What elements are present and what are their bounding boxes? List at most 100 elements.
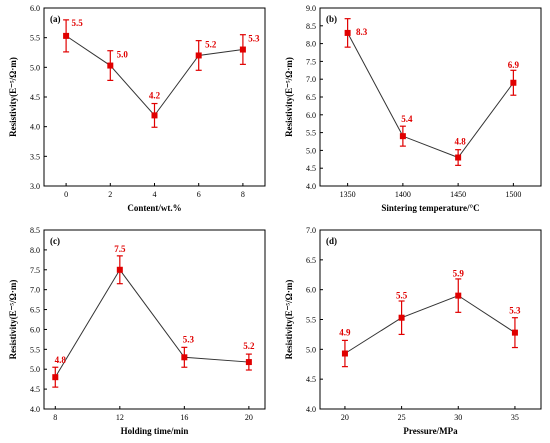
data-label: 5.3 <box>183 334 195 344</box>
data-point <box>341 350 348 357</box>
y-tick-label: 4.5 <box>30 385 40 394</box>
data-point <box>510 79 517 86</box>
x-tick-label: 1400 <box>395 190 411 199</box>
data-label: 4.8 <box>55 355 67 365</box>
data-point <box>398 314 405 321</box>
data-point <box>399 133 406 140</box>
y-tick-label: 5.0 <box>306 146 316 155</box>
panel-label: (c) <box>50 236 60 246</box>
y-axis-label: Resistivity(E⁻⁵/Ω·m) <box>284 57 294 137</box>
x-tick-label: 0 <box>64 190 68 199</box>
data-point <box>195 52 202 59</box>
x-axis-label: Content/wt.% <box>127 203 181 213</box>
data-label: 5.2 <box>205 39 217 49</box>
data-point <box>52 374 59 381</box>
series-line <box>54 268 249 378</box>
x-tick-label: 8 <box>53 413 57 422</box>
chart-panel-2: 4.0 4.5 5.0 5.5 6.0 6.5 7.0 7.5 8.0 8.5 9.0 1350 140… <box>284 4 542 213</box>
y-axis-label: Resistivity(E⁻⁵/Ω·m) <box>8 280 18 360</box>
data-point <box>239 46 246 53</box>
chart-panel-1: 3.0 3.5 4.0 4.5 5.0 5.5 6.0 0 2 4 6 8 Content/wt.% Re… <box>8 4 266 213</box>
plot-frame <box>319 7 542 187</box>
data-label: 4.8 <box>455 137 467 147</box>
y-tick-label: 7.0 <box>306 75 316 84</box>
y-tick-label: 4.5 <box>30 93 40 102</box>
x-axis-label: Sintering temperature/°C <box>381 203 479 213</box>
data-label: 5.5 <box>71 18 83 28</box>
data-label: 5.0 <box>117 50 129 60</box>
y-tick-label: 4.5 <box>306 375 316 384</box>
plot-frame <box>319 229 542 410</box>
y-tick-label: 6.0 <box>306 286 316 295</box>
data-point <box>455 292 462 299</box>
data-label: 5.3 <box>509 306 521 316</box>
y-tick-label: 7.0 <box>30 286 40 295</box>
y-tick-label: 5.5 <box>306 316 316 325</box>
data-point <box>63 32 70 39</box>
data-label: 5.5 <box>396 291 408 301</box>
y-tick-label: 6.5 <box>30 306 40 315</box>
y-tick-label: 4.0 <box>30 123 40 132</box>
y-tick-label: 8.5 <box>30 226 40 235</box>
data-point <box>455 154 462 161</box>
y-tick-label: 5.5 <box>30 34 40 43</box>
y-tick-label: 6.5 <box>306 93 316 102</box>
data-label: 4.9 <box>339 328 351 338</box>
x-tick-label: 25 <box>398 413 406 422</box>
plot-frame <box>43 229 266 410</box>
y-tick-label: 4.0 <box>30 405 40 414</box>
x-tick-label: 6 <box>197 190 201 199</box>
data-point <box>181 354 188 361</box>
y-tick-label: 5.0 <box>30 365 40 374</box>
y-tick-label: 4.0 <box>306 182 316 191</box>
y-tick-label: 6.0 <box>30 325 40 334</box>
x-tick-label: 30 <box>454 413 462 422</box>
panel-label: (d) <box>326 236 337 246</box>
y-tick-label: 3.0 <box>30 182 40 191</box>
data-label: 5.3 <box>248 34 260 44</box>
x-tick-label: 1350 <box>340 190 356 199</box>
data-label: 5.4 <box>401 114 413 124</box>
data-label: 5.2 <box>243 341 255 351</box>
y-tick-label: 6.0 <box>306 111 316 120</box>
panel-label: (b) <box>326 14 337 24</box>
data-point <box>116 266 123 273</box>
chart-panel-4: 4.0 4.5 5.0 5.5 6.0 6.5 7.0 20 25 30 35 Pressure/MP… <box>284 226 542 436</box>
data-point <box>245 359 252 366</box>
x-tick-label: 2 <box>108 190 112 199</box>
x-axis-label: Pressure/MPa <box>403 426 458 436</box>
x-tick-label: 12 <box>116 413 124 422</box>
y-tick-label: 6.5 <box>306 256 316 265</box>
y-tick-label: 9.0 <box>306 4 316 13</box>
x-tick-label: 35 <box>511 413 519 422</box>
y-tick-label: 4.0 <box>306 405 316 414</box>
x-tick-label: 20 <box>245 413 253 422</box>
x-axis-label: Holding time/min <box>121 426 189 436</box>
y-axis-label: Resistivity(E⁻⁵/Ω·m) <box>8 57 18 137</box>
y-tick-label: 5.5 <box>306 129 316 138</box>
x-tick-label: 16 <box>180 413 188 422</box>
series-line <box>347 32 514 159</box>
data-point <box>107 62 114 69</box>
data-point <box>344 29 351 36</box>
y-tick-label: 8.0 <box>30 246 40 255</box>
y-tick-label: 8.5 <box>306 22 316 31</box>
y-tick-label: 5.0 <box>30 63 40 72</box>
y-tick-label: 8.0 <box>306 40 316 49</box>
x-tick-label: 8 <box>241 190 245 199</box>
data-point <box>511 329 518 336</box>
chart-panel-3: 4.0 4.5 5.0 5.5 6.0 6.5 7.0 7.5 8.0 8.5 8 12 16 20 Hol… <box>8 226 266 436</box>
series-line <box>344 295 516 354</box>
y-axis-label: Resistivity(E⁻⁵/Ω·m) <box>284 280 294 360</box>
y-tick-label: 7.5 <box>306 57 316 66</box>
data-label: 6.9 <box>508 60 520 70</box>
x-tick-label: 1500 <box>505 190 521 199</box>
y-tick-label: 7.5 <box>30 266 40 275</box>
x-tick-label: 20 <box>341 413 349 422</box>
x-tick-label: 1450 <box>450 190 466 199</box>
y-tick-label: 6.0 <box>30 4 40 13</box>
x-tick-label: 4 <box>153 190 157 199</box>
data-label: 8.3 <box>356 27 368 37</box>
y-tick-label: 4.5 <box>306 164 316 173</box>
